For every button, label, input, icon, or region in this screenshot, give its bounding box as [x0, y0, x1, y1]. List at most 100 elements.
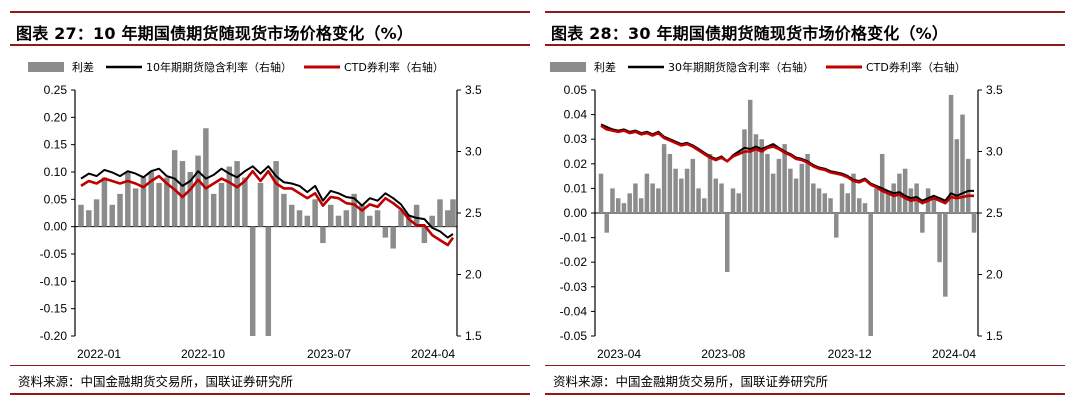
spread-bar [759, 139, 764, 213]
spread-bar [382, 226, 389, 238]
spread-bar [164, 177, 170, 227]
legend-label-ctd: CTD券利率（右轴） [866, 60, 966, 74]
spread-bar [856, 198, 862, 213]
chart-title: 图表 27：10 年期国债期货随现货市场价格变化（%） [16, 24, 414, 43]
spread-bar [679, 178, 684, 213]
series-spread-bars [78, 128, 456, 336]
spread-bar [610, 188, 615, 213]
left-tick-label: -0.04 [560, 304, 588, 318]
spread-bar [429, 215, 435, 227]
legend-swatch-spread [550, 62, 586, 72]
right-tick-label: 3.0 [986, 145, 1003, 159]
left-tick-label: 0.05 [44, 192, 68, 206]
left-tick-label: -0.01 [560, 231, 588, 245]
spread-bar [304, 215, 311, 227]
left-tick-label: 0.10 [44, 165, 68, 179]
chart-10y: 利差 10年期期货隐含利率（右轴） CTD券利率（右轴）0.250.200.150.… [28, 60, 482, 361]
spread-bar [242, 177, 248, 227]
spread-bar [117, 193, 123, 227]
legend: 利差 30年期期货隐含利率（右轴） CTD券利率（右轴） [550, 60, 966, 74]
spread-bar [696, 188, 701, 213]
spread-bar [793, 178, 799, 213]
spread-bar [327, 204, 334, 227]
spread-bar [86, 210, 92, 227]
chart-30y: 利差 30年期期货隐含利率（右轴） CTD券利率（右轴）0.050.040.030.… [550, 60, 1003, 361]
spread-bar [413, 204, 420, 227]
spread-bar [374, 210, 381, 227]
spread-bar [742, 129, 747, 213]
spread-bar [187, 172, 194, 227]
spread-bar [719, 183, 724, 213]
left-tick-label: 0.15 [44, 138, 68, 152]
spread-bar [406, 215, 412, 227]
source-bar: 资料来源：中国金融期货交易所，国联证券研究所 [10, 365, 530, 395]
spread-bar [805, 153, 810, 213]
chart-panel-10y: 图表 27：10 年期国债期货随现货市场价格变化（%） 利差 10年期期货隐含利率… [10, 0, 540, 409]
spread-bar [638, 198, 644, 213]
spread-bar [730, 188, 736, 213]
spread-bar [218, 182, 225, 227]
right-tick-label: 2.5 [465, 206, 482, 220]
x-tick-label: 2022-01 [77, 347, 121, 361]
spread-bar [788, 168, 793, 213]
title-bar: 图表 28：30 年期国债期货随现货市场价格变化（%） [545, 11, 1065, 46]
spread-bar [281, 193, 287, 227]
spread-bar [445, 210, 451, 227]
spread-bar [707, 153, 713, 213]
spread-bar [885, 193, 891, 213]
spread-bar [140, 177, 147, 227]
spread-bar [179, 161, 186, 227]
spread-bar [684, 168, 690, 213]
x-tick-label: 2024-04 [411, 347, 455, 361]
spread-bar [156, 182, 162, 227]
spread-bar [862, 203, 868, 213]
left-tick-label: 0.20 [44, 110, 68, 124]
spread-bar [335, 215, 342, 227]
spread-bar [736, 193, 741, 213]
legend-label-ctd: CTD券利率（右轴） [344, 60, 444, 74]
right-tick-label: 3.5 [465, 83, 482, 97]
left-tick-label: 0.01 [564, 181, 588, 195]
spread-bar [822, 193, 828, 213]
series-ctd-rate-line [80, 169, 455, 247]
spread-bar [954, 139, 960, 213]
x-tick-label: 2023-08 [701, 347, 745, 361]
left-axis: 0.25 0.20 0.15 0.10 0.05 0.00 -0.05 -0.10 -0.15 -… [40, 83, 76, 343]
spread-bar [343, 210, 350, 227]
legend-swatch-spread [28, 62, 64, 72]
left-tick-label: -0.20 [40, 329, 68, 343]
spread-bar [891, 183, 896, 213]
left-tick-label: 0.00 [44, 220, 68, 234]
spread-bar [627, 193, 632, 213]
spread-bar [257, 182, 264, 227]
spread-bar [621, 203, 627, 213]
spread-bar [421, 226, 428, 244]
x-tick-label: 2023-04 [597, 347, 641, 361]
spread-bar [747, 99, 753, 213]
spread-bar [656, 188, 661, 213]
spread-bar [931, 198, 937, 213]
left-tick-label: 0.25 [44, 83, 68, 97]
source-bar: 资料来源：中国金融期货交易所，国联证券研究所 [545, 365, 1065, 395]
chart-panel-30y: 图表 28：30 年期国债期货随现货市场价格变化（%） 利差 30年期期货隐含利率… [545, 0, 1075, 409]
spread-bar [312, 199, 318, 227]
right-tick-label: 1.5 [465, 329, 482, 343]
spread-bar [450, 199, 456, 227]
spread-bar [598, 173, 604, 213]
spread-bar [851, 173, 856, 213]
left-tick-label: 0.04 [564, 108, 588, 122]
spread-bar [78, 204, 84, 227]
spread-bar [902, 168, 908, 213]
spread-bar [288, 204, 295, 227]
spread-bar [296, 210, 303, 227]
spread-bar [398, 210, 404, 227]
left-axis: 0.05 0.04 0.03 0.02 0.01 0.00 -0.01 -0.02 -0.03 -… [560, 83, 596, 343]
legend-label-spread: 利差 [594, 60, 616, 74]
spread-bar [943, 213, 948, 297]
x-tick-label: 2024-04 [932, 347, 976, 361]
spread-bar [132, 188, 139, 227]
spread-bar [690, 158, 696, 213]
left-tick-label: 0.03 [564, 132, 588, 146]
left-tick-label: -0.02 [560, 255, 588, 269]
spread-bar [839, 183, 845, 213]
